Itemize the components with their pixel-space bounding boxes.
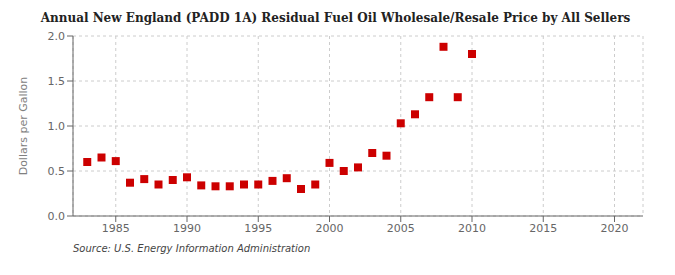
svg-text:1.5: 1.5 [48, 75, 66, 88]
svg-text:2000: 2000 [316, 222, 344, 235]
svg-text:0.5: 0.5 [48, 165, 66, 178]
svg-text:2.0: 2.0 [48, 30, 66, 43]
svg-text:0.0: 0.0 [48, 210, 66, 223]
svg-text:1.0: 1.0 [48, 120, 66, 133]
svg-text:1990: 1990 [173, 222, 201, 235]
svg-text:1985: 1985 [102, 222, 130, 235]
svg-text:1995: 1995 [244, 222, 272, 235]
svg-text:2005: 2005 [387, 222, 415, 235]
svg-text:2015: 2015 [529, 222, 557, 235]
svg-text:2010: 2010 [458, 222, 486, 235]
html-text:Annual New England (PADD 1A) R: Annual New England (PADD 1A) Residual Fu… [40, 11, 631, 25]
html-text:Source: U.S. Energy Informatio: Source: U.S. Energy Information Administ… [73, 243, 311, 254]
svg-text:Dollars per Gallon: Dollars per Gallon [17, 77, 30, 176]
svg-text:2020: 2020 [601, 222, 629, 235]
